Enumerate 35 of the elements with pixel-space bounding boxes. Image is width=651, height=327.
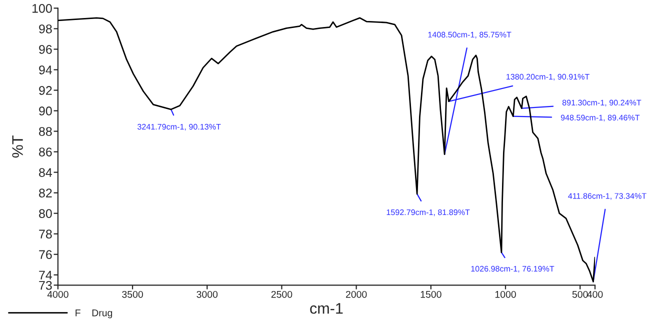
annotation: 1380.20cm-1, 90.91%T [506,74,590,81]
y-tick-label: 98 [39,24,52,34]
x-tick-label: 1500 [420,290,442,298]
y-tick-label: 76 [39,250,52,260]
annotation: 1408.50cm-1, 85.75%T [428,32,512,38]
y-tick-label: 74 [39,270,52,280]
annotation: 411.86cm-1, 73.34%T [568,193,646,200]
annotation: 1592.79cm-1, 81.89%T [386,209,470,216]
y-tick-label: 82 [39,188,52,198]
y-tick-label: 90 [39,106,52,116]
x-tick-label: 500 [572,290,588,298]
y-tick-label: 88 [39,127,52,136]
y-tick-label: 100 [32,4,52,13]
annotation: 948.59cm-1, 89.46%T [560,114,640,122]
y-tick-label: 78 [39,230,52,239]
annotation: 1026.98cm-1, 76.19%T [471,266,554,273]
x-tick-label: 2000 [346,290,367,298]
y-tick-label: 73 [39,280,52,290]
x-tick-label: 400 [587,290,603,298]
annotation: 3241.79cm-1, 90.13%T [137,124,221,131]
y-tick-label: 92 [39,86,52,95]
y-tick-label: 80 [39,209,52,218]
y-axis-title: %T [12,136,23,158]
y-tick-label: 84 [39,168,52,177]
y-tick-label: 94 [39,66,52,74]
annotation: 891.30cm-1, 90.24%T [562,100,642,106]
y-tick-label: 86 [39,148,52,156]
x-tick-label: 3000 [196,290,218,298]
x-tick-label: 1000 [495,290,516,298]
x-axis-title: cm-1 [310,303,343,314]
x-tick-label: 2500 [271,290,292,298]
text: F Drug [76,310,112,318]
y-tick-label: 96 [39,45,52,54]
x-tick-label: 4000 [47,290,68,298]
x-tick-label: 3500 [122,290,143,298]
